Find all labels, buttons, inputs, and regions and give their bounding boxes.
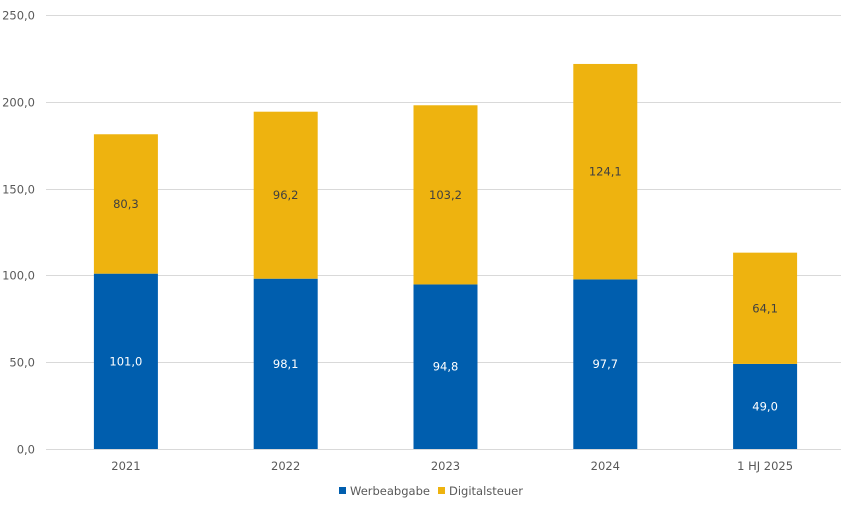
bar-digitalsteuer-2021: [93, 134, 158, 274]
legend-swatch-digitalsteuer: [438, 487, 445, 494]
data-label-werbeabgabe: 94,8: [433, 360, 459, 374]
y-tick-label: 0,0: [17, 443, 35, 457]
x-category-label: 1 HJ 2025: [737, 459, 793, 473]
bar-digitalsteuer-2023: [413, 105, 478, 285]
data-label-werbeabgabe: 101,0: [109, 354, 142, 368]
data-label-digitalsteuer: 103,2: [429, 188, 462, 202]
data-label-digitalsteuer: 96,2: [273, 188, 299, 202]
data-label-werbeabgabe: 97,7: [592, 357, 618, 371]
bars: [93, 63, 798, 449]
y-tick-label: 50,0: [9, 356, 35, 370]
bar-digitalsteuer-2022: [253, 111, 318, 279]
x-category-label: 2022: [271, 459, 300, 473]
y-tick-label: 250,0: [2, 9, 35, 23]
x-category-label: 2023: [431, 459, 460, 473]
legend-swatch-werbeabgabe: [339, 487, 346, 494]
data-label-digitalsteuer: 64,1: [752, 301, 778, 315]
x-category-label: 2021: [111, 459, 140, 473]
x-axis-category-labels: 2021 2022 2023 2024 1 HJ 2025: [111, 459, 793, 473]
x-category-label: 2024: [591, 459, 620, 473]
bar-werbeabgabe-2022: [253, 278, 318, 449]
legend-label-digitalsteuer: Digitalsteuer: [449, 484, 523, 498]
bar-werbeabgabe-2021: [93, 273, 158, 449]
y-tick-label: 100,0: [2, 269, 35, 283]
data-label-digitalsteuer: 124,1: [589, 165, 622, 179]
bar-werbeabgabe-2023: [413, 284, 478, 449]
y-tick-label: 150,0: [2, 183, 35, 197]
bar-digitalsteuer-2024: [573, 63, 638, 280]
data-label-digitalsteuer: 80,3: [113, 197, 139, 211]
y-tick-label: 200,0: [2, 96, 35, 110]
y-axis-tick-labels: 0,0 50,0 100,0 150,0 200,0 250,0: [2, 9, 35, 457]
bar-digitalsteuer-1-hj-2025: [733, 252, 798, 364]
bar-werbeabgabe-1-hj-2025: [733, 363, 798, 449]
bar-werbeabgabe-2024: [573, 279, 638, 449]
legend-label-werbeabgabe: Werbeabgabe: [350, 484, 430, 498]
data-label-werbeabgabe: 49,0: [752, 399, 778, 413]
legend: Werbeabgabe Digitalsteuer: [339, 484, 523, 498]
data-label-werbeabgabe: 98,1: [273, 357, 299, 371]
data-labels: 101,0 80,3 98,1 96,2 94,8 103,2 97,7 124,1 49,0 6…: [109, 165, 777, 414]
